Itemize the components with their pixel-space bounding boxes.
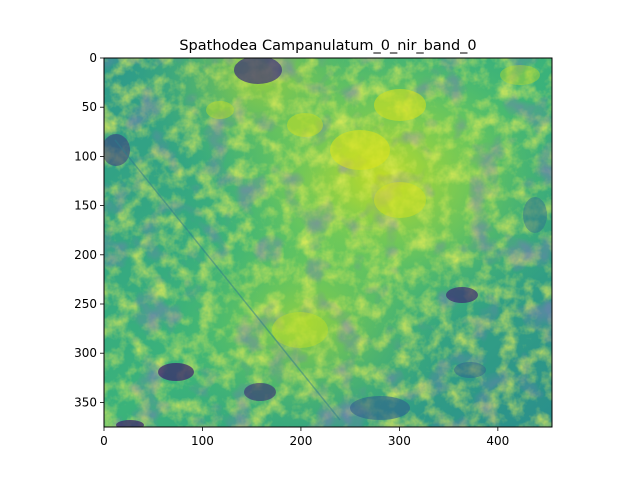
x-tick-label: 300: [388, 434, 411, 448]
y-tick-label: 0: [89, 51, 97, 65]
y-tick-label: 300: [74, 346, 97, 360]
x-axis: 0 100 200 300 400: [100, 427, 509, 448]
figure-title: Spathodea Campanulatum_0_nir_band_0: [179, 38, 476, 54]
x-tick-label: 400: [486, 434, 509, 448]
x-tick-label: 0: [100, 434, 108, 448]
x-tick-label: 100: [191, 434, 214, 448]
plot-frame: [103, 57, 553, 428]
y-tick-label: 100: [74, 149, 97, 163]
y-tick-label: 200: [74, 248, 97, 262]
y-tick-label: 250: [74, 297, 97, 311]
y-axis: 0 50 100 150 200 250 300 350: [74, 51, 104, 409]
x-tick-label: 200: [289, 434, 312, 448]
y-tick-label: 350: [74, 395, 97, 409]
y-tick-label: 50: [82, 100, 97, 114]
nir-band-image: [104, 58, 552, 427]
y-tick-label: 150: [74, 199, 97, 213]
